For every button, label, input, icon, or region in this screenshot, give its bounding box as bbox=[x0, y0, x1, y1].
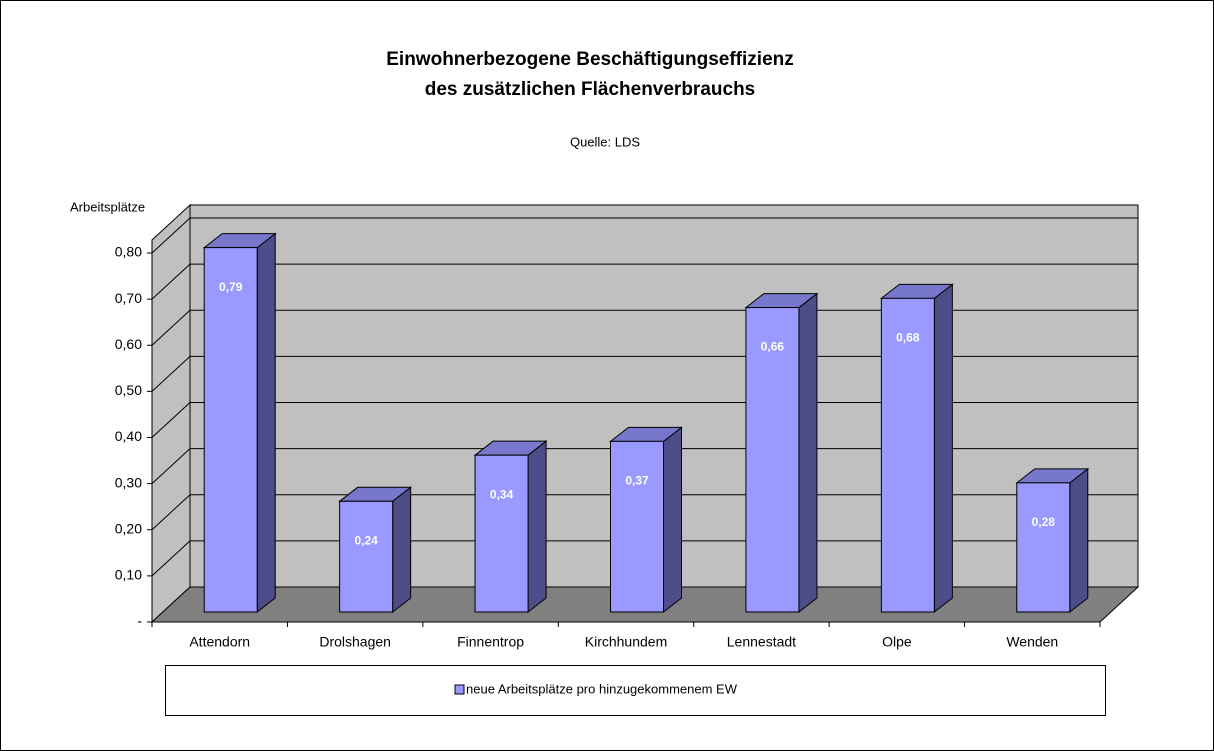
data-label: 0,28 bbox=[1032, 515, 1056, 529]
x-tick-label: Kirchhundem bbox=[585, 634, 668, 650]
grid-line bbox=[151, 402, 191, 438]
y-tick-label: 0,40 bbox=[115, 428, 142, 444]
y-axis-label: Arbeitsplätze bbox=[70, 199, 145, 214]
legend-label: neue Arbeitsplätze pro hinzugekommenem E… bbox=[466, 681, 738, 696]
data-label: 0,68 bbox=[896, 331, 920, 345]
bar bbox=[474, 454, 529, 613]
legend-swatch bbox=[454, 684, 465, 695]
y-tick-label: 0,10 bbox=[115, 567, 142, 583]
chart-subtitle: Quelle: LDS bbox=[570, 134, 640, 149]
x-tick-label: Wenden bbox=[1006, 634, 1058, 650]
y-tick-label: 0,50 bbox=[115, 382, 142, 398]
bar-side bbox=[256, 232, 276, 614]
bar bbox=[339, 500, 394, 613]
chart-title: des zusätzlichen Flächenverbrauchs bbox=[425, 79, 756, 100]
bar bbox=[880, 297, 935, 613]
y-tick-label: 0,80 bbox=[115, 244, 142, 260]
bar-side bbox=[527, 440, 547, 614]
x-tick-label: Olpe bbox=[882, 634, 912, 650]
grid-line bbox=[151, 356, 191, 392]
side-wall bbox=[151, 203, 191, 624]
data-label: 0,34 bbox=[490, 487, 514, 501]
bar bbox=[1016, 482, 1071, 613]
chart-title: Einwohnerbezogene Beschäftigungseffizien… bbox=[386, 49, 794, 70]
grid-line bbox=[151, 494, 191, 531]
grid-line bbox=[151, 448, 191, 484]
bar bbox=[610, 440, 664, 613]
x-tick-label: Finnentrop bbox=[457, 634, 524, 650]
y-tick-label: 0,30 bbox=[115, 474, 142, 490]
bar-side bbox=[392, 486, 412, 614]
y-tick-label: 0,70 bbox=[115, 290, 142, 306]
x-tick-label: Lennestadt bbox=[727, 634, 796, 650]
bar-side bbox=[1069, 467, 1089, 614]
grid-line bbox=[151, 217, 191, 254]
grid-line bbox=[151, 309, 191, 346]
bar bbox=[203, 247, 258, 613]
bar-side bbox=[663, 426, 682, 614]
legend-box bbox=[165, 665, 1106, 716]
data-label: 0,24 bbox=[354, 533, 378, 547]
grid-line bbox=[151, 263, 191, 300]
x-tick-label: Drolshagen bbox=[319, 634, 391, 650]
y-tick-label: 0,60 bbox=[115, 336, 142, 352]
x-tick-label: Attendorn bbox=[189, 634, 250, 650]
data-label: 0,37 bbox=[625, 474, 649, 488]
bar-side bbox=[933, 283, 953, 614]
y-tick-label: 0,20 bbox=[115, 520, 142, 536]
data-label: 0,79 bbox=[219, 280, 243, 294]
data-label: 0,66 bbox=[761, 340, 785, 354]
bar bbox=[745, 307, 800, 613]
bar-side bbox=[798, 292, 818, 614]
y-tick-label: - bbox=[137, 613, 142, 629]
grid-line bbox=[151, 540, 191, 577]
